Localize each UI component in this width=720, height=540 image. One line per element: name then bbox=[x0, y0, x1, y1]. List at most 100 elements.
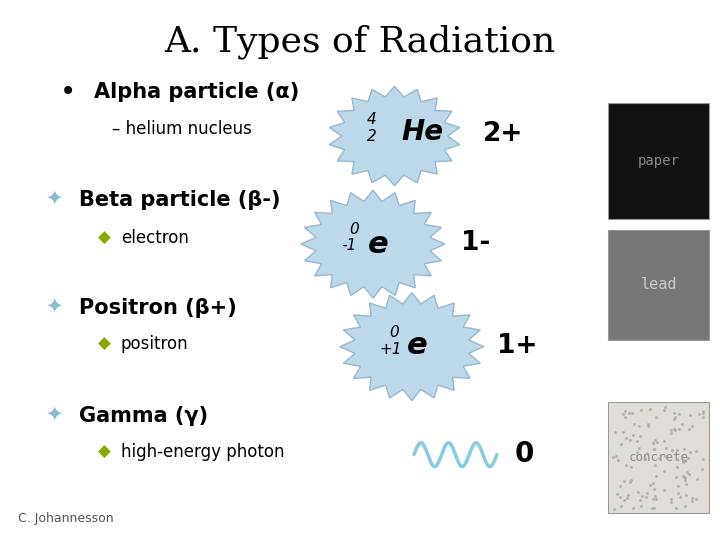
Point bbox=[659, 452, 670, 461]
Point bbox=[612, 490, 624, 498]
Bar bbox=[608, 402, 709, 513]
Point bbox=[659, 467, 670, 476]
Text: electron: electron bbox=[121, 228, 189, 247]
Point bbox=[684, 424, 696, 433]
Point bbox=[625, 476, 636, 484]
Point bbox=[670, 504, 682, 512]
Point bbox=[666, 426, 678, 434]
Point bbox=[690, 495, 702, 504]
Point bbox=[683, 454, 694, 462]
Point bbox=[665, 497, 677, 506]
Text: – helium nucleus: – helium nucleus bbox=[112, 119, 251, 138]
Point bbox=[650, 495, 662, 503]
Point bbox=[672, 463, 683, 471]
Point bbox=[682, 467, 693, 476]
Point bbox=[622, 491, 634, 500]
Point bbox=[639, 455, 651, 463]
Point bbox=[667, 446, 678, 454]
Point bbox=[647, 438, 659, 447]
Point bbox=[668, 425, 680, 434]
Point bbox=[698, 455, 709, 463]
Point bbox=[690, 447, 701, 455]
Point bbox=[680, 480, 691, 488]
Point bbox=[615, 502, 626, 510]
Point bbox=[658, 437, 670, 445]
Point bbox=[684, 410, 696, 419]
Point bbox=[649, 491, 660, 500]
Text: 2+: 2+ bbox=[482, 121, 523, 147]
Point bbox=[697, 408, 708, 417]
Point bbox=[668, 408, 680, 417]
Text: -1: -1 bbox=[341, 238, 357, 253]
Point bbox=[673, 410, 685, 418]
Polygon shape bbox=[340, 293, 484, 401]
Point bbox=[696, 464, 708, 473]
Point bbox=[644, 404, 656, 413]
Text: +1: +1 bbox=[379, 342, 402, 357]
Point bbox=[618, 477, 630, 485]
Point bbox=[678, 455, 689, 464]
Point bbox=[683, 470, 695, 478]
Point bbox=[621, 493, 633, 502]
Point bbox=[649, 435, 661, 444]
Text: 0: 0 bbox=[515, 440, 534, 468]
Point bbox=[642, 422, 654, 431]
Point bbox=[633, 487, 644, 496]
Point bbox=[607, 453, 618, 461]
Text: e: e bbox=[368, 230, 388, 259]
Point bbox=[678, 471, 689, 480]
Text: ✦: ✦ bbox=[45, 298, 63, 318]
Point bbox=[617, 428, 629, 437]
Text: •: • bbox=[60, 78, 76, 106]
Polygon shape bbox=[301, 190, 445, 298]
Text: positron: positron bbox=[121, 335, 189, 353]
Point bbox=[665, 495, 677, 503]
Point bbox=[678, 473, 689, 482]
Point bbox=[647, 495, 659, 503]
Point bbox=[634, 443, 645, 452]
Point bbox=[679, 501, 690, 510]
Text: ◆: ◆ bbox=[98, 443, 111, 461]
Text: C. Johannesson: C. Johannesson bbox=[18, 512, 114, 525]
Point bbox=[628, 504, 639, 512]
Point bbox=[678, 457, 689, 466]
Point bbox=[635, 496, 647, 505]
Text: ◆: ◆ bbox=[98, 335, 111, 353]
Point bbox=[651, 437, 662, 446]
Bar bbox=[608, 230, 709, 340]
Point bbox=[628, 420, 639, 428]
Point bbox=[665, 429, 677, 437]
Point bbox=[641, 488, 652, 497]
Point bbox=[653, 453, 665, 462]
Point bbox=[612, 456, 624, 464]
Point bbox=[614, 493, 626, 502]
Point bbox=[691, 475, 703, 483]
Text: high-energy photon: high-energy photon bbox=[121, 443, 284, 461]
Point bbox=[670, 473, 682, 482]
Point bbox=[672, 489, 684, 497]
Point bbox=[680, 474, 691, 482]
Point bbox=[619, 407, 631, 415]
Point bbox=[624, 436, 636, 444]
Point bbox=[640, 492, 652, 501]
Text: ◆: ◆ bbox=[98, 228, 111, 247]
Point bbox=[633, 422, 644, 430]
Point bbox=[608, 504, 620, 513]
Point bbox=[679, 457, 690, 465]
Point bbox=[621, 434, 632, 442]
Bar bbox=[608, 103, 709, 219]
Point bbox=[625, 462, 636, 471]
Point bbox=[648, 485, 660, 494]
Text: 4: 4 bbox=[366, 112, 377, 127]
Point bbox=[648, 444, 660, 453]
Text: lead: lead bbox=[641, 278, 677, 292]
Point bbox=[676, 420, 688, 429]
Text: paper: paper bbox=[638, 154, 680, 167]
Text: 2: 2 bbox=[366, 129, 377, 144]
Point bbox=[642, 420, 654, 428]
Text: He: He bbox=[402, 118, 444, 146]
Point bbox=[624, 478, 636, 487]
Point bbox=[668, 415, 680, 423]
Point bbox=[680, 491, 691, 500]
Text: 0: 0 bbox=[349, 222, 359, 237]
